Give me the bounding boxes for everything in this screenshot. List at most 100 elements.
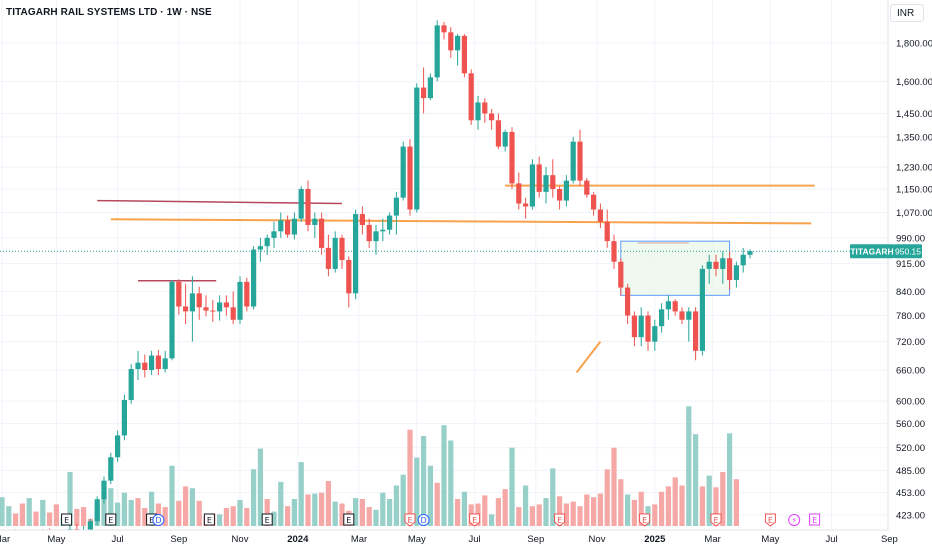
event-marker-shape <box>639 513 651 527</box>
volume-bar <box>591 497 597 526</box>
volume-bar <box>312 493 318 526</box>
volume-bar <box>142 508 148 526</box>
candle-body <box>332 237 338 269</box>
candle-body <box>679 311 685 320</box>
candle-body <box>543 175 549 192</box>
candle-body <box>441 25 447 33</box>
price-tick-label: 1,350.00 <box>896 132 932 143</box>
grid <box>0 0 890 530</box>
volume-bar <box>625 494 631 526</box>
candle-body <box>353 214 359 294</box>
candle-body <box>706 261 712 269</box>
volume-bar <box>230 506 236 526</box>
time-tick-label: Mar <box>0 534 10 545</box>
volume-bar <box>502 489 508 526</box>
candle-body <box>461 35 467 74</box>
volume-bar <box>421 436 427 526</box>
event-marker-letter: E <box>149 516 154 525</box>
candle-body <box>217 302 223 312</box>
volume-bar <box>448 440 454 526</box>
volume-bar <box>53 504 59 526</box>
candle-body <box>94 499 100 522</box>
volume-bar <box>67 472 73 526</box>
candle-body <box>604 221 610 242</box>
volume-bar <box>727 433 733 526</box>
volume-bar <box>679 485 685 526</box>
event-marker: ⚡ <box>788 514 801 526</box>
candle-body <box>625 287 631 316</box>
volume-bar <box>373 509 379 526</box>
candle-body <box>305 189 311 225</box>
candle-body <box>468 73 474 121</box>
time-tick-label: Nov <box>589 534 606 545</box>
event-marker: E <box>261 513 273 526</box>
candle-body <box>516 183 522 204</box>
candle-body <box>244 281 250 307</box>
time-tick-label: May <box>47 534 65 545</box>
time-tick-label: Nov <box>232 534 249 545</box>
candle-body <box>169 281 175 359</box>
volume-bar <box>577 506 583 526</box>
volume-bar <box>414 457 420 526</box>
candle-body <box>672 301 678 312</box>
candle-body <box>523 203 529 207</box>
volume-bar <box>713 487 719 526</box>
volume-bar <box>563 503 569 526</box>
event-marker-letter: E <box>108 516 113 525</box>
volume-bar <box>108 488 114 526</box>
price-tick-label: 780.00 <box>896 311 925 322</box>
event-marker-letter: E <box>713 516 718 525</box>
volume-bar <box>196 500 202 526</box>
volume-bar <box>482 495 488 526</box>
volume-bar <box>189 488 195 526</box>
candle-body <box>285 220 291 235</box>
volume-bar <box>400 474 406 526</box>
candle-body <box>427 77 433 99</box>
volume-bar <box>264 499 270 526</box>
symbol-title[interactable]: TITAGARH RAIL SYSTEMS LTD · 1W · NSE <box>6 7 212 18</box>
price-tick-label: 423.00 <box>896 511 925 522</box>
candle-body <box>611 241 617 262</box>
currency-button[interactable]: INR <box>890 4 924 22</box>
price-tick-label: 990.00 <box>896 233 925 244</box>
volume-bar <box>128 499 134 526</box>
event-marker: E <box>469 513 481 527</box>
event-markers: E E E D E E E E D E E E E E ⚡ E <box>61 513 821 527</box>
volume-bar <box>217 514 223 526</box>
candle-body <box>699 268 705 351</box>
candle-body <box>509 131 515 184</box>
candle-body <box>210 310 216 312</box>
event-marker: E <box>554 513 566 527</box>
candle-body <box>298 189 304 219</box>
candle-body <box>312 218 318 225</box>
price-tick-label: 1,230.00 <box>896 163 932 174</box>
volume-bar <box>169 465 175 526</box>
drawing-rectangle <box>620 240 731 296</box>
candle-body <box>196 293 202 308</box>
event-marker-letter: E <box>557 516 562 525</box>
candle-body <box>550 175 556 190</box>
event-marker-letter: ⚡ <box>791 516 797 525</box>
candle-body <box>264 237 270 247</box>
volume-bar <box>26 498 32 526</box>
candle-body <box>189 293 195 312</box>
candle-body <box>230 307 236 320</box>
candle-body <box>251 249 257 307</box>
volume-bar <box>353 498 359 526</box>
last-price-symbol-tag <box>850 244 894 259</box>
event-marker-letter: E <box>207 516 212 525</box>
candle-body <box>183 306 189 312</box>
candle-body <box>142 362 148 371</box>
candle-body <box>455 35 461 51</box>
volume-bar <box>665 486 671 526</box>
volume-bar <box>631 499 637 526</box>
volume-bar <box>81 507 87 526</box>
volume-bar <box>33 511 39 526</box>
time-tick-label: May <box>408 534 426 545</box>
volume-bar <box>244 508 250 526</box>
volume-bar <box>223 508 229 526</box>
volume-bar <box>74 508 80 526</box>
candle-body <box>693 311 699 351</box>
price-axis: 423.00 453.00 485.00 520.00 560.00 600.00 660.… <box>887 0 932 550</box>
